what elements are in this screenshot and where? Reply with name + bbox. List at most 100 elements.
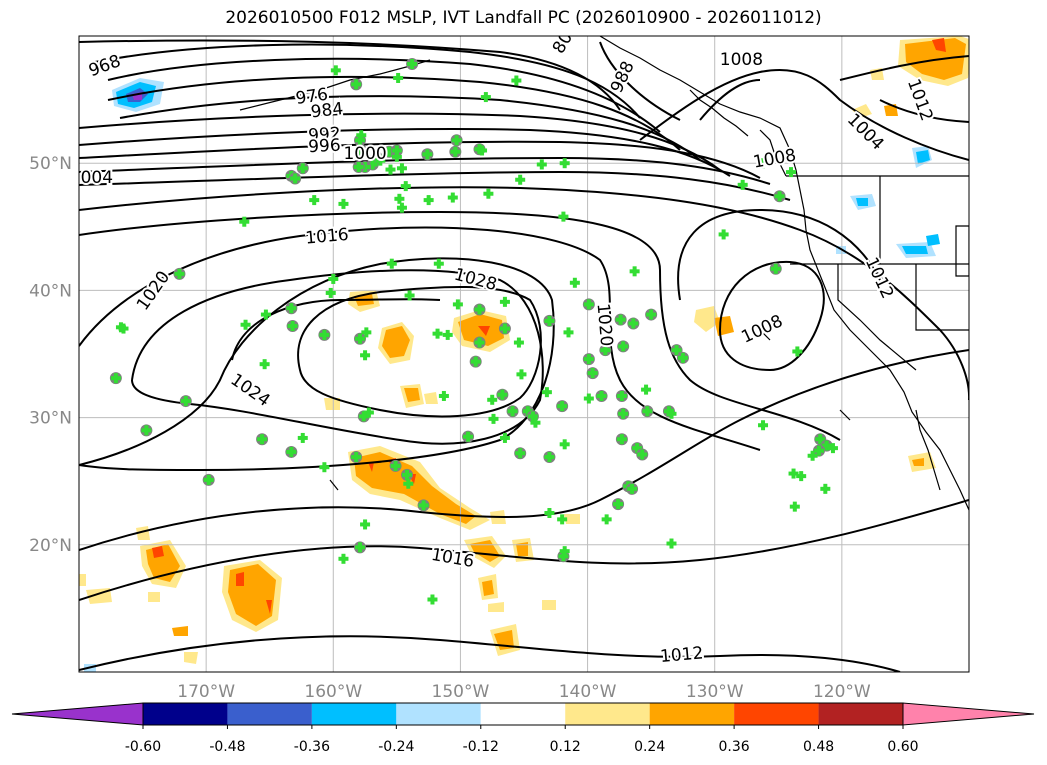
landfall-circle-marker xyxy=(543,451,556,464)
landfall-circle-marker xyxy=(599,344,612,357)
landfall-cross-marker xyxy=(452,299,463,310)
landfall-circle-marker xyxy=(582,353,595,366)
colorbar-bin xyxy=(227,703,312,725)
landfall-circle-marker xyxy=(202,473,215,486)
landfall-cross-marker xyxy=(536,159,547,170)
landfall-circle-marker xyxy=(109,372,122,385)
colorbar-tick-label: 0.12 xyxy=(550,739,581,755)
landfall-circle-marker xyxy=(595,389,608,402)
svg-text:1000: 1000 xyxy=(343,144,386,164)
landfall-cross-marker xyxy=(385,164,396,175)
landfall-circle-marker xyxy=(473,336,486,349)
landfall-cross-marker xyxy=(330,65,341,76)
landfall-cross-marker xyxy=(541,387,552,398)
lon-tick-label: 120°W xyxy=(813,682,871,702)
colorbar-tick-label: -0.12 xyxy=(463,739,499,755)
colorbar-bin xyxy=(143,703,228,725)
colorbar-bin xyxy=(311,703,397,725)
landfall-circle-marker xyxy=(676,351,689,364)
svg-text:984: 984 xyxy=(310,99,344,122)
landfall-circle-marker xyxy=(286,320,299,333)
isobar-label: 1008 xyxy=(718,48,765,72)
landfall-cross-marker xyxy=(789,501,800,512)
svg-text:1012: 1012 xyxy=(861,254,897,302)
isobar-label: 1020 xyxy=(591,300,619,349)
landfall-circle-marker xyxy=(627,317,640,330)
landfall-circle-marker xyxy=(641,405,654,418)
landfall-circle-marker xyxy=(350,78,363,91)
landfall-cross-marker xyxy=(559,158,570,169)
colorbar-bin xyxy=(565,703,650,725)
landfall-circle-marker xyxy=(449,145,462,158)
landfall-circle-marker xyxy=(421,148,434,161)
landfall-circle-marker xyxy=(390,144,403,157)
landfall-cross-marker xyxy=(483,188,494,199)
isobar-label: 1012 xyxy=(859,252,899,304)
landfall-cross-marker xyxy=(442,329,453,340)
svg-text:004: 004 xyxy=(81,168,113,188)
colorbar-tick-label: -0.60 xyxy=(125,739,161,755)
landfall-circle-marker xyxy=(812,444,825,457)
colorbar: -0.60 -0.48 -0.36 -0.24 -0.12 0.12 0.24 0.36 0.4… xyxy=(11,702,1035,755)
colorbar-tick-label: -0.36 xyxy=(294,739,330,755)
landfall-circle-marker xyxy=(586,367,599,380)
landfall-circle-marker xyxy=(636,448,649,461)
landfall-cross-marker xyxy=(375,155,386,166)
landfall-circle-marker xyxy=(556,400,569,413)
landfall-circle-marker xyxy=(401,468,414,481)
landfall-circle-marker xyxy=(406,57,419,70)
landfall-circle-marker xyxy=(350,451,363,464)
landfall-circle-marker xyxy=(173,267,186,280)
landfall-circle-marker xyxy=(473,303,486,316)
landfall-circle-marker xyxy=(417,499,430,512)
map-title: 2026010500 F012 MSLP, IVT Landfall PC (2… xyxy=(225,8,822,28)
landfall-circle-marker xyxy=(285,302,298,315)
landfall-circle-marker xyxy=(353,332,366,345)
isobar-label: 992 xyxy=(306,122,344,148)
landfall-circle-marker xyxy=(582,298,595,311)
landfall-circle-marker xyxy=(355,144,368,157)
landfall-cross-marker xyxy=(404,290,415,301)
colorbar-bin xyxy=(818,703,903,725)
landfall-cross-marker xyxy=(737,179,748,190)
landfall-cross-marker xyxy=(338,198,349,209)
isobar-label: 1008 xyxy=(736,309,788,349)
landfall-circle-marker xyxy=(352,161,365,174)
landfall-cross-marker xyxy=(403,478,414,489)
landfall-cross-marker xyxy=(356,130,367,141)
landfall-cross-marker xyxy=(558,211,569,222)
landfall-circle-marker xyxy=(617,407,630,420)
lat-tick-label: 20°N xyxy=(29,536,72,556)
landfall-cross-marker xyxy=(601,514,612,525)
landfall-circle-marker xyxy=(353,541,366,554)
svg-text:992: 992 xyxy=(308,124,342,146)
landfall-cross-marker xyxy=(319,462,330,473)
landfall-cross-marker xyxy=(499,296,510,307)
svg-text:996: 996 xyxy=(308,136,341,158)
lon-tick-label: 140°W xyxy=(559,682,617,702)
landfall-cross-marker xyxy=(758,158,769,169)
landfall-circle-marker xyxy=(514,447,527,460)
landfall-cross-marker xyxy=(400,181,411,192)
landfall-cross-marker xyxy=(393,72,404,83)
landfall-circle-marker xyxy=(140,424,153,437)
landfall-cross-marker xyxy=(516,369,527,380)
isobar-label: 80 xyxy=(547,36,579,59)
landfall-circle-marker xyxy=(543,314,556,327)
landfall-cross-marker xyxy=(666,538,677,549)
landfall-circle-marker xyxy=(769,262,782,275)
svg-text:1008: 1008 xyxy=(738,311,786,347)
landfall-cross-marker xyxy=(325,287,336,298)
graticule xyxy=(79,36,969,672)
landfall-circle-marker xyxy=(450,134,463,147)
landfall-cross-marker xyxy=(511,75,522,86)
landfall-cross-marker xyxy=(788,468,799,479)
isobar-label: 996 xyxy=(306,134,343,160)
landfall-cross-marker xyxy=(427,594,438,605)
colorbar-bin xyxy=(649,703,735,725)
landfall-circle-marker xyxy=(296,162,309,175)
svg-text:1016: 1016 xyxy=(305,225,350,249)
landfall-circle-marker xyxy=(285,445,298,458)
